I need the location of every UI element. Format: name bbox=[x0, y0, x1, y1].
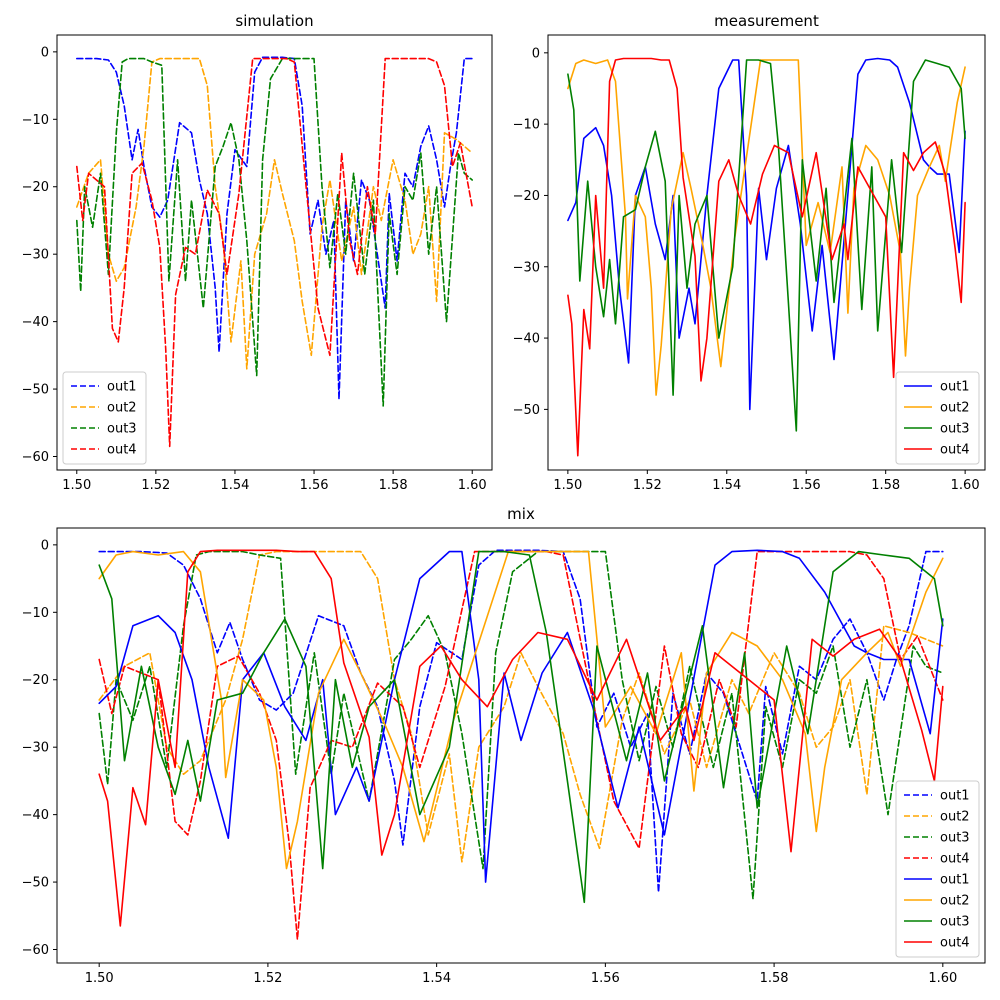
simulation-chart: simulation 1.50 1.52 1.54 1.56 1.58 1.60 0 −10 −2… bbox=[22, 12, 493, 493]
measurement-x-tick-label: 1.50 bbox=[553, 478, 582, 493]
simulation-y-tick-label: 0 bbox=[41, 45, 49, 60]
measurement-y-tick-label: −40 bbox=[513, 332, 540, 347]
mix-axes-frame bbox=[56, 527, 986, 964]
mix-series-out4-solid-line bbox=[98, 549, 944, 927]
measurement-series-out3-solid-line bbox=[567, 59, 966, 432]
mix-x-tick-label: 1.54 bbox=[422, 971, 451, 986]
measurement-y-tick-label: −20 bbox=[513, 189, 540, 204]
mix-series-out2-solid-line bbox=[98, 550, 944, 870]
simulation-series-out4-dashed-line bbox=[76, 57, 473, 448]
mix-legend-label-out4: out4 bbox=[940, 936, 970, 951]
simulation-y-tick-label: −20 bbox=[22, 180, 49, 195]
simulation-x-tick-label: 1.60 bbox=[458, 478, 487, 493]
mix-plot-area bbox=[98, 549, 944, 941]
mix-y-tick-label: 0 bbox=[41, 538, 49, 553]
simulation-plot-area bbox=[76, 56, 473, 448]
simulation-y-tick-label: −10 bbox=[22, 113, 49, 128]
measurement-x-tick-label: 1.52 bbox=[633, 478, 662, 493]
mix-x-tick-label: 1.60 bbox=[928, 971, 957, 986]
mix-title: mix bbox=[507, 505, 535, 523]
simulation-legend-label-out2: out2 bbox=[107, 401, 137, 416]
measurement-series-out1-solid-line bbox=[567, 57, 966, 411]
measurement-x-tick-label: 1.56 bbox=[792, 478, 821, 493]
measurement-y-tick-label: −50 bbox=[513, 403, 540, 418]
simulation-x-tick-label: 1.52 bbox=[141, 478, 170, 493]
measurement-y-tick-label: 0 bbox=[532, 46, 540, 61]
mix-legend-label-out2: out2 bbox=[940, 894, 970, 909]
measurement-series-out4-solid-line bbox=[567, 57, 966, 457]
simulation-y-tick-label: −40 bbox=[22, 315, 49, 330]
mix-y-tick-label: −20 bbox=[22, 673, 49, 688]
measurement-y-tick-label: −10 bbox=[513, 118, 540, 133]
measurement-legend: out1 out2 out3 out4 bbox=[895, 371, 980, 465]
mix-legend-label-out3: out3 bbox=[940, 915, 970, 930]
mix-legend-label-out3: out3 bbox=[940, 831, 970, 846]
measurement-x-tick-label: 1.60 bbox=[951, 478, 980, 493]
mix-series-out1-dashed-line bbox=[98, 549, 944, 893]
simulation-x-tick-label: 1.54 bbox=[220, 478, 249, 493]
measurement-series-out2-solid-line bbox=[567, 59, 966, 396]
mix-legend-label-out1: out1 bbox=[940, 873, 970, 888]
mix-series-out2-dashed-line bbox=[98, 550, 944, 863]
mix-x-tick-label: 1.50 bbox=[85, 971, 114, 986]
measurement-x-tick-label: 1.58 bbox=[871, 478, 900, 493]
measurement-chart: measurement 1.50 1.52 1.54 1.56 1.58 1.60 0 −10 −… bbox=[513, 12, 986, 493]
measurement-y-tick-label: −30 bbox=[513, 260, 540, 275]
mix-series-out3-dashed-line bbox=[98, 550, 944, 900]
simulation-title: simulation bbox=[235, 12, 313, 30]
measurement-axes-frame bbox=[547, 34, 986, 471]
simulation-y-tick-label: −50 bbox=[22, 383, 49, 398]
simulation-axes-frame bbox=[56, 34, 493, 471]
simulation-series-out1-dashed-line bbox=[76, 56, 473, 400]
measurement-plot-area bbox=[567, 57, 966, 457]
measurement-legend-label-out2: out2 bbox=[940, 401, 970, 416]
mix-y-tick-label: −10 bbox=[22, 606, 49, 621]
measurement-legend-box bbox=[895, 371, 980, 465]
measurement-title: measurement bbox=[714, 12, 819, 30]
mix-x-tick-label: 1.52 bbox=[253, 971, 282, 986]
mix-series-out1-solid-line bbox=[98, 549, 944, 883]
simulation-series-out2-dashed-line bbox=[76, 57, 473, 370]
mix-legend-label-out1: out1 bbox=[940, 789, 970, 804]
simulation-y-tick-label: −30 bbox=[22, 248, 49, 263]
measurement-legend-label-out3: out3 bbox=[940, 422, 970, 437]
mix-y-tick-label: −40 bbox=[22, 808, 49, 823]
mix-series-out3-solid-line bbox=[98, 550, 944, 904]
mix-y-tick-label: −60 bbox=[22, 943, 49, 958]
mix-legend-label-out4: out4 bbox=[940, 852, 970, 867]
mix-x-tick-label: 1.56 bbox=[591, 971, 620, 986]
mix-x-tick-label: 1.58 bbox=[760, 971, 789, 986]
mix-legend-box bbox=[895, 780, 980, 958]
simulation-legend-box bbox=[62, 371, 147, 465]
measurement-x-tick-label: 1.54 bbox=[712, 478, 741, 493]
simulation-legend-label-out4: out4 bbox=[107, 443, 137, 458]
simulation-legend-label-out1: out1 bbox=[107, 380, 137, 395]
simulation-y-tick-label: −60 bbox=[22, 450, 49, 465]
mix-legend: out1 out2 out3 out4 out1 out2 out3 out4 bbox=[895, 780, 980, 958]
simulation-x-tick-label: 1.50 bbox=[62, 478, 91, 493]
measurement-legend-label-out4: out4 bbox=[940, 443, 970, 458]
mix-y-tick-label: −50 bbox=[22, 876, 49, 891]
mix-y-tick-label: −30 bbox=[22, 741, 49, 756]
simulation-x-tick-label: 1.56 bbox=[300, 478, 329, 493]
mix-legend-label-out2: out2 bbox=[940, 810, 970, 825]
simulation-x-tick-label: 1.58 bbox=[379, 478, 408, 493]
mix-chart: mix 1.50 1.52 1.54 1.56 1.58 1.60 0 −10 −20 −30 −40… bbox=[22, 505, 986, 986]
simulation-legend: out1 out2 out3 out4 bbox=[62, 371, 147, 465]
measurement-legend-label-out1: out1 bbox=[940, 380, 970, 395]
simulation-series-out3-dashed-line bbox=[76, 57, 473, 407]
simulation-legend-label-out3: out3 bbox=[107, 422, 137, 437]
